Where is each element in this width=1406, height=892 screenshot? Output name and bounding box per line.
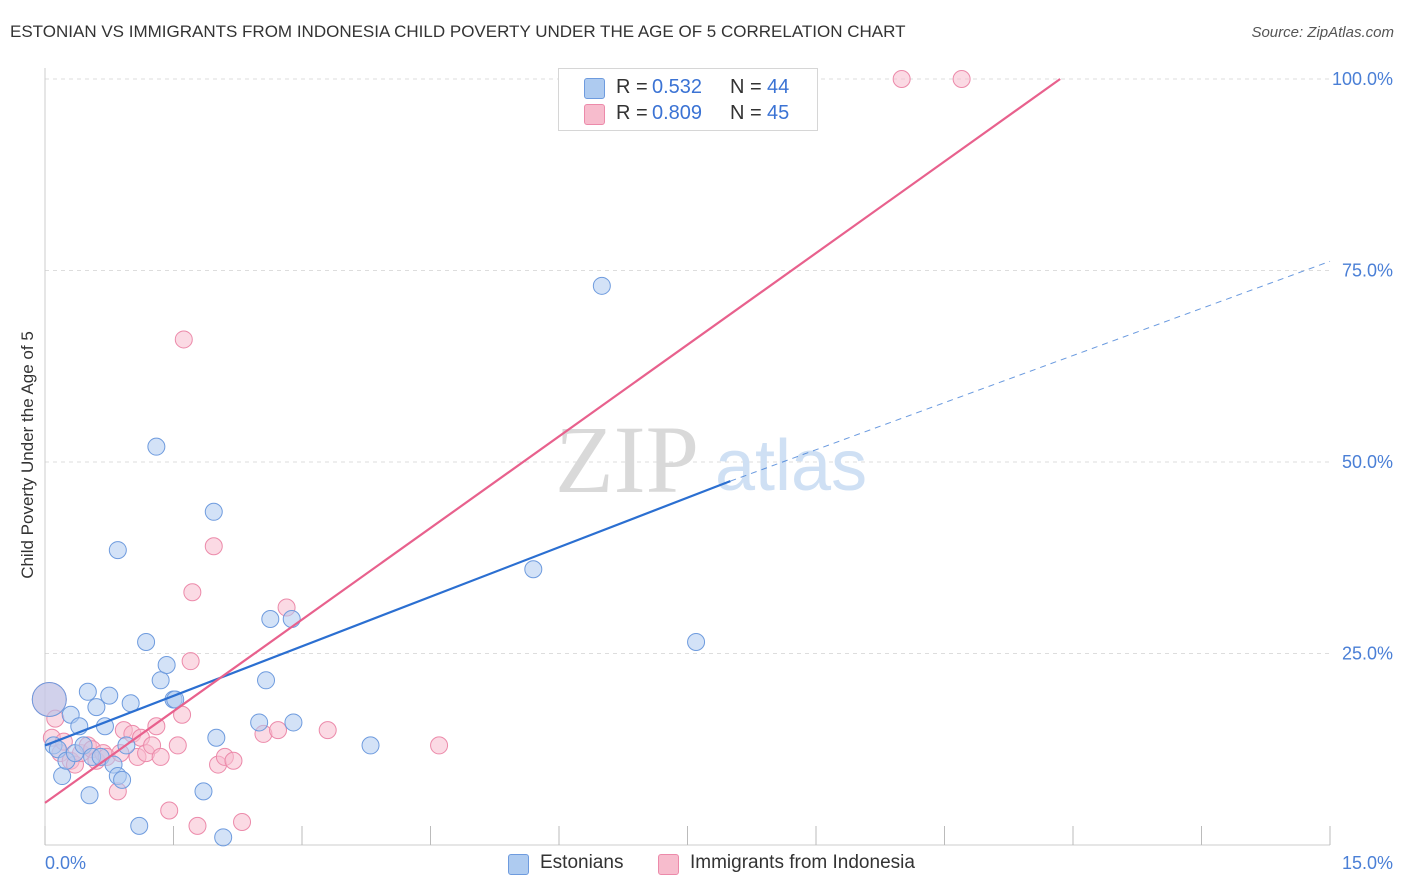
watermark-zip: ZIP [555,406,699,513]
data-point-estonian [137,633,156,652]
y-tick-label: 100.0% [1332,69,1393,89]
data-point-estonian [151,671,170,690]
trendline-indonesia [44,78,1061,804]
trendline-estonians-extension [730,260,1331,482]
data-point-indonesia [318,721,337,740]
data-point-estonian [214,828,233,847]
data-point-indonesia [204,537,223,556]
data-point-estonian [282,610,301,629]
data-point-estonian [147,437,166,456]
data-point-indonesia [430,736,449,755]
data-point-indonesia [269,721,288,740]
legend-r-label: R = [616,76,648,98]
data-point-estonian [524,560,543,579]
chart-title: ESTONIAN VS IMMIGRANTS FROM INDONESIA CH… [10,22,906,41]
legend-n-label: N = [730,76,762,98]
x-tick-label: 0.0% [45,853,86,873]
correlation-legend: R = 0.532 N = 44 R = 0.809 N = 45 [558,68,818,131]
data-point-estonian [87,698,106,717]
legend-n-value: 44 [767,76,790,98]
data-point-indonesia [168,736,187,755]
data-point-indonesia [160,801,179,820]
legend-swatch-pink [584,104,605,125]
data-point-indonesia [233,813,252,832]
legend-r-value: 0.532 [652,76,703,98]
source-credit: Source: ZipAtlas.com [1251,24,1394,41]
y-tick-label: 75.0% [1342,261,1393,281]
data-point-estonian [361,736,380,755]
data-point-estonian [284,713,303,732]
data-point-estonian [80,786,99,805]
data-point-estonian [78,682,97,701]
data-point-indonesia [174,330,193,349]
data-point-estonian [207,728,226,747]
data-point-estonian [204,502,223,521]
data-point-estonian [250,713,269,732]
data-point-indonesia [181,652,200,671]
data-point-estonian [261,610,280,629]
legend-r-value: 0.809 [652,102,703,124]
data-point-indonesia [147,717,166,736]
data-point-estonian [113,770,132,789]
series-legend-label: Immigrants from Indonesia [690,852,915,873]
data-point-estonian [108,541,127,560]
legend-n-value: 45 [767,102,790,124]
series-legend-label: Estonians [540,852,624,873]
data-point-estonian [130,816,149,835]
data-point-estonian [687,633,706,652]
legend-r-label: R = [616,102,648,124]
data-point-indonesia [151,747,170,766]
trendline-estonians [44,480,731,747]
data-point-estonian [592,276,611,295]
data-point-indonesia [892,70,911,88]
data-point-indonesia [952,70,971,88]
data-point-estonian [31,681,67,717]
data-point-estonian [100,686,119,705]
data-point-estonian [157,655,176,674]
legend-swatch-blue [584,78,605,99]
data-point-indonesia [188,816,207,835]
x-tick-label: 15.0% [1342,853,1393,873]
data-point-indonesia [224,751,243,770]
legend-n-label: N = [730,102,762,124]
y-axis-label: Child Poverty Under the Age of 5 [18,331,37,579]
watermark-atlas: atlas [715,426,867,506]
series-swatch-blue [508,854,529,875]
data-point-indonesia [183,583,202,602]
data-point-estonian [53,767,72,786]
data-point-estonian [257,671,276,690]
y-tick-label: 50.0% [1342,452,1393,472]
series-swatch-pink [658,854,679,875]
y-tick-label: 25.0% [1342,644,1393,664]
data-point-estonian [194,782,213,801]
